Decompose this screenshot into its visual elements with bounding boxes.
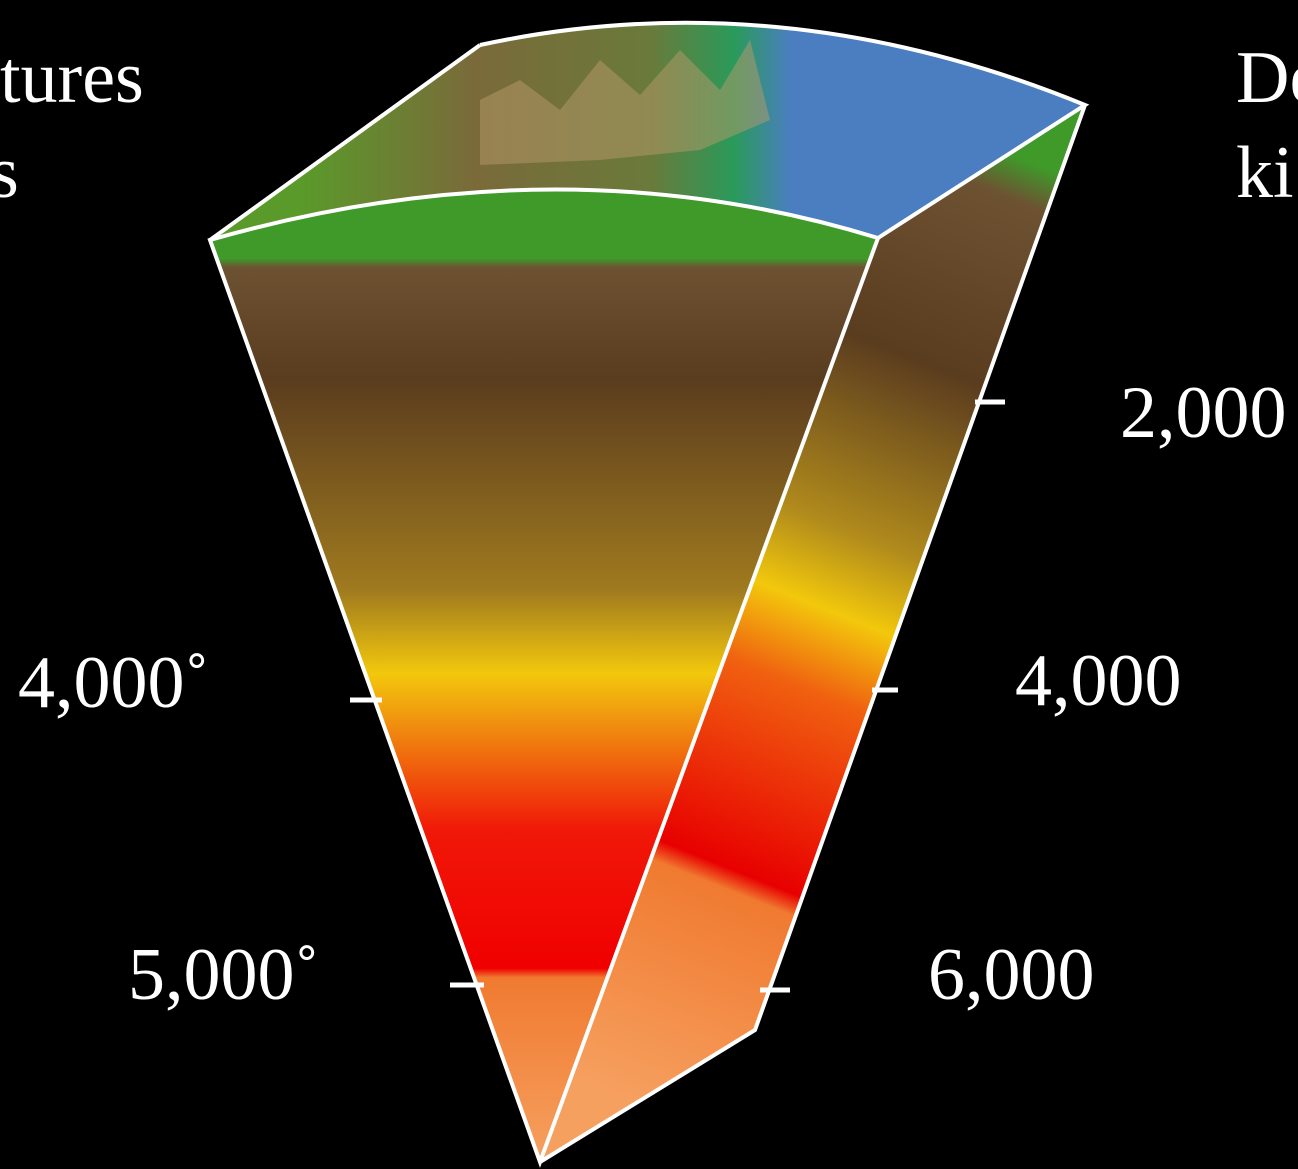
right-tick-label: 4,000 [1015, 640, 1182, 722]
side-face [540, 105, 1085, 1162]
front-face [210, 189, 878, 1163]
right-title: De [1236, 37, 1298, 119]
left-title: s [0, 132, 19, 214]
right-tick-label: 6,000 [928, 934, 1095, 1016]
outline [208, 20, 1090, 1164]
right-title: ki [1236, 132, 1294, 214]
left-title: tures [0, 37, 144, 119]
front-edge [207, 187, 881, 1168]
right-tick-label: 2,000 [1120, 372, 1287, 454]
mountains [480, 40, 770, 165]
left-tick-label: 4,000˚ [18, 642, 209, 724]
left-tick-label: 5,000˚ [128, 934, 319, 1016]
